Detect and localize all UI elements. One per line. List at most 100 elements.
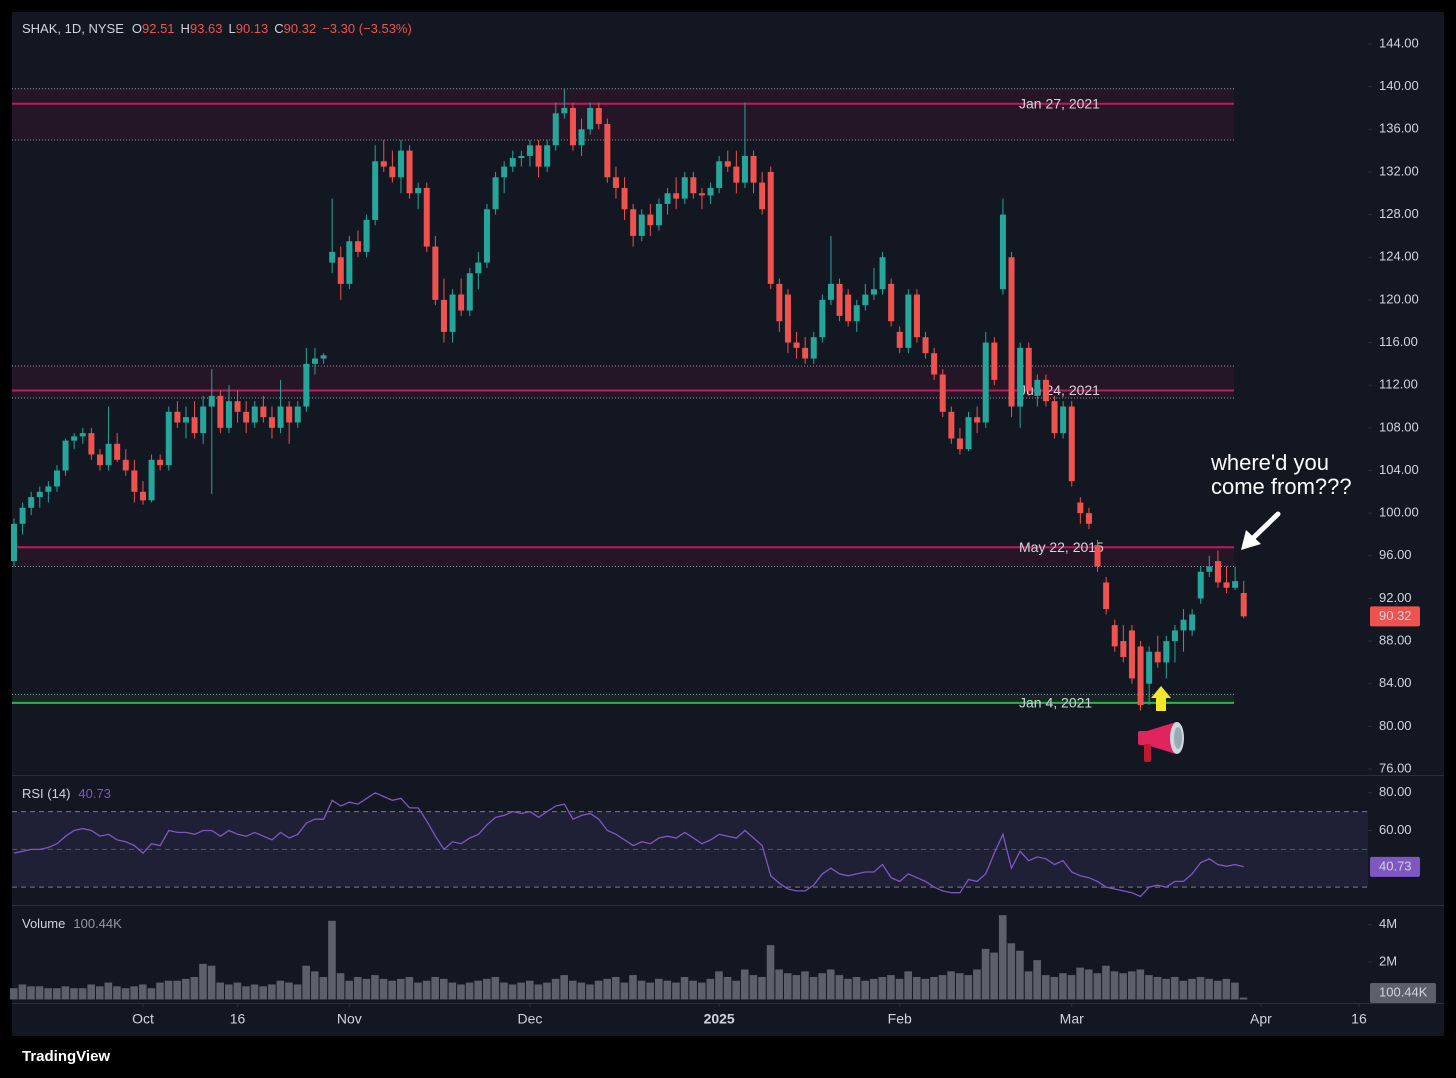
- volume-bar: [792, 975, 801, 1000]
- volume-bar: [947, 971, 955, 1000]
- volume-bar: [379, 978, 388, 1000]
- y-tick-label: 96.00: [1379, 547, 1412, 562]
- candle-body: [630, 209, 637, 236]
- candle-body: [88, 433, 95, 455]
- candle-body: [733, 166, 740, 183]
- x-tick-label: Mar: [1060, 1011, 1084, 1027]
- volume-bar: [783, 973, 792, 1000]
- volume-bar: [1093, 973, 1102, 1000]
- legend-part: 100.44K: [73, 916, 122, 931]
- volume-bar: [18, 984, 27, 1000]
- volume-bar: [474, 980, 482, 1000]
- candle-body: [673, 193, 680, 199]
- candle-body: [638, 214, 645, 236]
- volume-bar: [861, 980, 869, 1000]
- annotation-arrow: [1241, 511, 1281, 550]
- candle-body: [535, 145, 542, 167]
- volume-bar: [1050, 976, 1059, 1000]
- volume-bar: [826, 969, 835, 1000]
- candle-body: [578, 129, 585, 146]
- volume-bar: [9, 988, 18, 1000]
- volume-bar: [1170, 976, 1179, 1000]
- volume-bar: [61, 986, 70, 1000]
- rsi-badge: [1370, 856, 1420, 877]
- y-tick-label: 76.00: [1379, 760, 1412, 775]
- candle-body: [397, 150, 404, 178]
- volume-bar: [534, 984, 543, 1000]
- candle-body: [802, 347, 809, 359]
- y-tick-label: 2M: [1379, 953, 1397, 968]
- volume-bar: [1179, 980, 1188, 1000]
- candle-body: [1051, 401, 1058, 434]
- volume-bar: [113, 986, 121, 1000]
- volume-bar: [388, 980, 396, 1000]
- volume-bar: [1239, 997, 1248, 1000]
- candle-body: [595, 107, 602, 124]
- volume-bar: [930, 976, 938, 1000]
- candle-body: [741, 155, 748, 183]
- candle-body: [1017, 347, 1024, 407]
- candle-body: [96, 454, 103, 466]
- volume-bar: [1162, 978, 1170, 1000]
- volume-bar: [207, 965, 216, 1000]
- volume-bar: [1016, 950, 1024, 1000]
- candle-body: [905, 294, 912, 348]
- candle-body: [974, 417, 981, 423]
- candle-body: [466, 273, 473, 311]
- candle-body: [320, 355, 327, 359]
- volume-bar: [95, 986, 104, 1000]
- candle-body: [251, 406, 258, 423]
- volume-bar: [371, 975, 379, 1000]
- candle-body: [217, 395, 224, 428]
- volume-bar: [310, 971, 319, 1000]
- volume-bar: [508, 984, 517, 1000]
- volume-bar: [44, 988, 52, 1000]
- candle-body: [165, 411, 172, 466]
- legend-part: −3.30 (−3.53%): [322, 21, 412, 36]
- volume-bar: [233, 982, 242, 1000]
- candle-body: [1223, 582, 1230, 588]
- candle-body: [569, 107, 576, 146]
- y-tick-label: 128.00: [1379, 206, 1419, 221]
- volume-bar: [362, 978, 371, 1000]
- candle-body: [870, 289, 877, 295]
- candle-body: [182, 417, 189, 423]
- candle-body: [79, 433, 86, 437]
- volume-bar: [998, 915, 1007, 1000]
- footer-logo: TradingView: [22, 1048, 110, 1065]
- candle-body: [483, 209, 490, 263]
- legend-part: L: [228, 21, 235, 36]
- volume-bar: [422, 980, 431, 1000]
- volume-bar: [1007, 943, 1016, 1000]
- volume-bar: [405, 976, 414, 1000]
- volume-bar: [491, 976, 500, 1000]
- volume-bar: [1084, 969, 1093, 1000]
- volume-bar: [672, 982, 680, 1000]
- volume-bar: [577, 982, 586, 1000]
- y-tick-label: 80.00: [1379, 784, 1412, 799]
- x-tick-label: Feb: [888, 1011, 912, 1027]
- candle-body: [698, 193, 705, 196]
- y-tick-label: 104.00: [1379, 462, 1419, 477]
- candle-body: [888, 283, 895, 322]
- volume-bar: [1059, 973, 1067, 1000]
- candle-body: [1214, 561, 1221, 583]
- volume-bar: [680, 976, 689, 1000]
- y-tick-label: 140.00: [1379, 78, 1419, 93]
- candle-body: [655, 203, 662, 226]
- candle-body: [604, 123, 611, 178]
- volume-bar: [147, 988, 156, 1000]
- volume-bar: [938, 975, 947, 1000]
- candle-body: [716, 161, 723, 188]
- candle-body: [544, 145, 551, 167]
- volume-bar: [173, 980, 181, 1000]
- y-tick-label: 120.00: [1379, 291, 1419, 306]
- volume-bar: [448, 982, 457, 1000]
- volume-bar: [1222, 978, 1231, 1000]
- candle-body: [810, 337, 817, 359]
- volume-bar: [199, 963, 207, 1000]
- volume-bar: [895, 978, 904, 1000]
- volume-bar: [52, 988, 61, 1000]
- y-tick-label: 108.00: [1379, 419, 1419, 434]
